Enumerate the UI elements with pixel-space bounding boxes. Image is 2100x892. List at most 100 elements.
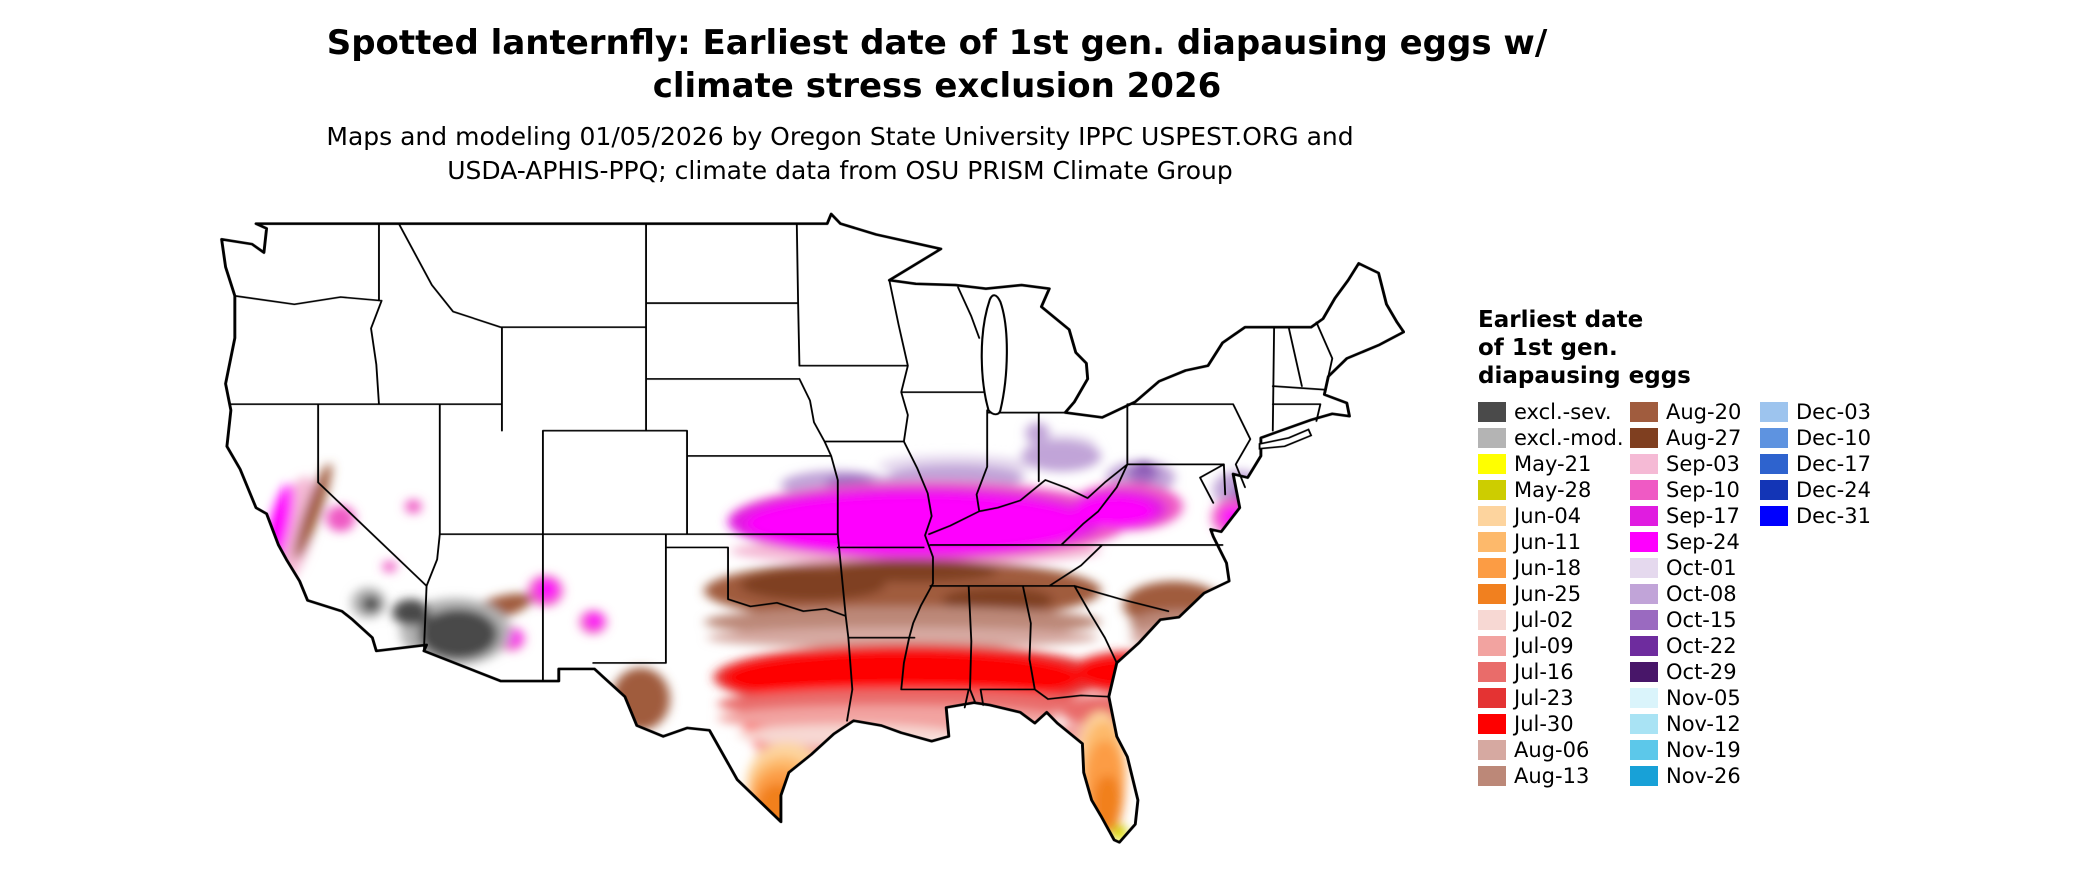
- legend-title-line-2: of 1st gen.: [1478, 335, 1618, 361]
- legend-entry-label: excl.-mod.: [1514, 426, 1624, 450]
- legend-swatch: [1630, 766, 1658, 786]
- legend-swatch: [1630, 532, 1658, 552]
- legend-entry-label: Nov-05: [1666, 686, 1741, 710]
- map-region: [833, 560, 998, 583]
- legend-entry-label: Jul-02: [1514, 608, 1574, 632]
- legend-swatch: [1630, 662, 1658, 682]
- legend-entry: May-28: [1478, 477, 1630, 503]
- legend-swatch: [1630, 480, 1658, 500]
- legend-entry: Jul-02: [1478, 607, 1630, 633]
- legend-swatch: [1478, 402, 1506, 422]
- map-region: [1092, 774, 1123, 833]
- legend-entry: Aug-06: [1478, 737, 1630, 763]
- legend-entry: Oct-01: [1630, 555, 1760, 581]
- page-title: Spotted lanternfly: Earliest date of 1st…: [0, 22, 1874, 108]
- legend-entry-label: Jun-18: [1514, 556, 1582, 580]
- legend-entry: Dec-03: [1760, 399, 1871, 425]
- map-region: [1021, 440, 1101, 472]
- legend-entry-label: May-28: [1514, 478, 1592, 502]
- legend-entry-label: Dec-31: [1796, 504, 1871, 528]
- legend-entry-label: Oct-29: [1666, 660, 1737, 684]
- legend-swatch: [1630, 584, 1658, 604]
- legend-swatch: [1760, 402, 1788, 422]
- legend-entry: Jun-04: [1478, 503, 1630, 529]
- legend-entry-label: Sep-10: [1666, 478, 1740, 502]
- legend-entry-label: Nov-19: [1666, 738, 1741, 762]
- legend-swatch: [1760, 428, 1788, 448]
- legend-entry: Jun-18: [1478, 555, 1630, 581]
- map-region: [757, 783, 800, 832]
- legend-entry-label: Dec-17: [1796, 452, 1871, 476]
- legend-swatch: [1760, 480, 1788, 500]
- legend-entry: Oct-08: [1630, 581, 1760, 607]
- page-title-line-1: Spotted lanternfly: Earliest date of 1st…: [326, 23, 1548, 63]
- legend-swatch: [1630, 428, 1658, 448]
- legend-entry: Aug-27: [1630, 425, 1760, 451]
- legend-swatch: [1630, 636, 1658, 656]
- legend-entry: Jul-09: [1478, 633, 1630, 659]
- map-region: [361, 595, 381, 613]
- legend-swatch: [1760, 506, 1788, 526]
- legend-swatch: [1630, 506, 1658, 526]
- legend-title-line-3: diapausing eggs: [1478, 363, 1691, 389]
- legend-entry-label: Jun-04: [1514, 504, 1582, 528]
- map-region: [746, 494, 1086, 553]
- legend-entry: Oct-15: [1630, 607, 1760, 633]
- legend-entry: Dec-31: [1760, 503, 1871, 529]
- legend-entry-label: Dec-10: [1796, 426, 1871, 450]
- legend-column: excl.-sev. excl.-mod. May-21 May-28 Jun-04 Ju…: [1478, 399, 1630, 789]
- legend-title-line-1: Earliest date: [1478, 307, 1644, 333]
- legend-entry: Jul-16: [1478, 659, 1630, 685]
- legend-entry: Aug-13: [1478, 763, 1630, 789]
- map-region: [418, 608, 498, 660]
- long-island: [1258, 428, 1313, 450]
- legend-swatch: [1760, 454, 1788, 474]
- legend-swatch: [1478, 454, 1506, 474]
- legend-swatch: [1630, 402, 1658, 422]
- legend-swatch: [1478, 480, 1506, 500]
- legend-swatch: [1630, 558, 1658, 578]
- map-region: [405, 499, 422, 514]
- legend-entry-label: Oct-08: [1666, 582, 1737, 606]
- map-region: [392, 599, 430, 626]
- legend-entry-label: Jun-25: [1514, 582, 1582, 606]
- legend-entry-label: Oct-22: [1666, 634, 1737, 658]
- map-region: [737, 724, 963, 746]
- legend-entry: Nov-19: [1630, 737, 1760, 763]
- legend-entry-label: Sep-17: [1666, 504, 1740, 528]
- page-title-line-2: climate stress exclusion 2026: [652, 66, 1222, 106]
- legend-entry: Dec-17: [1760, 451, 1871, 477]
- lake-michigan: [980, 294, 1008, 416]
- legend-entry-label: Sep-24: [1666, 530, 1740, 554]
- map-region: [536, 579, 558, 600]
- legend-swatch: [1478, 766, 1506, 786]
- state-borders: [228, 222, 1334, 722]
- legend-entry-label: May-21: [1514, 452, 1592, 476]
- legend-entry-label: Dec-24: [1796, 478, 1871, 502]
- legend-swatch: [1478, 610, 1506, 630]
- legend-swatch: [1478, 636, 1506, 656]
- legend-swatch: [1630, 740, 1658, 760]
- legend-entry: Dec-24: [1760, 477, 1871, 503]
- legend-entry: Sep-10: [1630, 477, 1760, 503]
- legend-entry: Nov-05: [1630, 685, 1760, 711]
- legend-swatch: [1478, 532, 1506, 552]
- map-region: [1239, 496, 1256, 512]
- legend-entry-label: Aug-06: [1514, 738, 1590, 762]
- legend-entry: excl.-mod.: [1478, 425, 1630, 451]
- legend-swatch: [1478, 428, 1506, 448]
- legend-entry: excl.-sev.: [1478, 399, 1630, 425]
- legend-entry-label: excl.-sev.: [1514, 400, 1612, 424]
- legend-entry: May-21: [1478, 451, 1630, 477]
- legend-entry: Sep-03: [1630, 451, 1760, 477]
- page-subtitle: Maps and modeling 01/05/2026 by Oregon S…: [0, 120, 1680, 188]
- legend-column: Aug-20 Aug-27 Sep-03 Sep-10 Sep-17 Sep-24 Oct-…: [1630, 399, 1760, 789]
- legend-entry: Jun-25: [1478, 581, 1630, 607]
- legend-swatch: [1630, 688, 1658, 708]
- legend-entry-label: Aug-27: [1666, 426, 1742, 450]
- map-region: [382, 560, 397, 573]
- legend-swatch: [1478, 688, 1506, 708]
- map-region: [326, 505, 356, 532]
- legend-swatch: [1630, 610, 1658, 630]
- legend-swatch: [1478, 662, 1506, 682]
